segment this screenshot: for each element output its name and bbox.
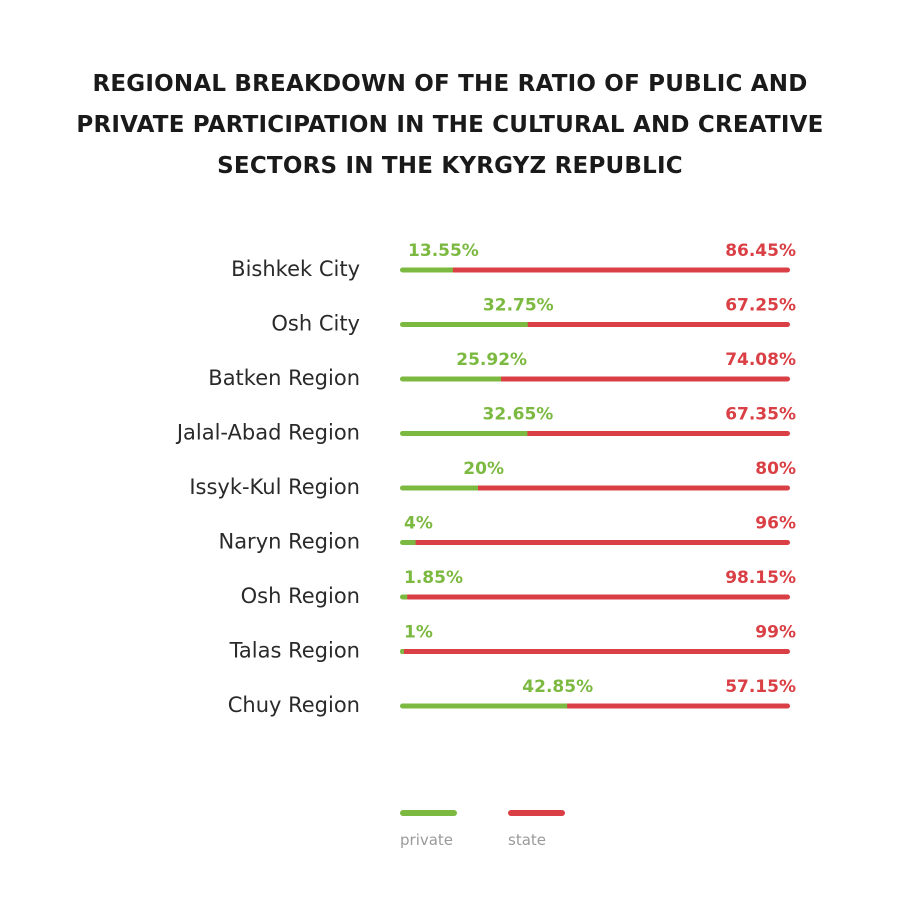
chart-row: Issyk-Kul Region 20% 80%	[189, 459, 796, 499]
data-label-state: 80%	[755, 459, 796, 479]
bar-segment-state	[565, 703, 790, 709]
data-label-private: 20%	[463, 459, 504, 479]
data-label-private: 4%	[404, 514, 433, 534]
category-label: Chuy Region	[228, 693, 360, 717]
legend-label-state: state	[508, 831, 546, 849]
category-label: Talas Region	[229, 639, 360, 663]
data-label-private: 13.55%	[408, 241, 479, 261]
chart-row: Bishkek City 13.55% 86.45%	[231, 241, 796, 281]
bar-segment-private-end	[404, 594, 408, 600]
bar-segment-state	[525, 322, 790, 327]
legend-label-private: private	[400, 831, 453, 849]
category-label: Batken Region	[208, 366, 360, 390]
chart-legend: private state	[400, 810, 565, 849]
chart-row: Osh Region 1.85% 98.15%	[241, 568, 796, 608]
chart-row: Naryn Region 4% 96%	[218, 514, 796, 554]
data-label-private: 32.75%	[483, 296, 554, 316]
bar-segment-private	[400, 703, 568, 709]
category-label: Jalal-Abad Region	[175, 421, 360, 445]
bar-segment-private	[400, 267, 453, 273]
data-label-state: 86.45%	[725, 241, 796, 261]
bar-segment-private-end	[400, 649, 404, 654]
bar-segment-state	[405, 594, 790, 600]
bar-segment-state	[476, 485, 790, 491]
bar-segment-state	[413, 540, 790, 545]
chart-row: Talas Region 1% 99%	[229, 623, 796, 663]
data-label-state: 57.15%	[725, 677, 796, 697]
category-label: Naryn Region	[218, 530, 360, 554]
data-label-state: 98.15%	[725, 568, 796, 588]
data-label-state: 74.08%	[725, 350, 796, 370]
bar-segment-state	[450, 267, 790, 273]
bar-segment-state	[499, 376, 790, 382]
legend-item-state: state	[508, 810, 565, 849]
chart-row: Jalal-Abad Region 32.65% 67.35%	[175, 405, 796, 445]
bar-segment-private-end	[449, 267, 453, 273]
data-label-state: 67.25%	[725, 296, 796, 316]
legend-swatch-private	[400, 810, 457, 816]
bar-segment-private	[400, 431, 528, 436]
bar-segment-private-end	[524, 322, 528, 327]
category-label: Osh City	[271, 312, 360, 336]
bar-segment-private-end	[412, 540, 416, 545]
data-label-private: 32.65%	[483, 405, 554, 425]
bar-segment-state	[401, 649, 790, 654]
chart-title: REGIONAL BREAKDOWN OF THE RATIO OF PUBLI…	[76, 71, 824, 179]
bar-segment-private-end	[524, 431, 528, 436]
data-label-state: 99%	[755, 623, 796, 643]
bar-segment-private-end	[475, 485, 478, 491]
bar-segment-private-end	[564, 703, 568, 709]
chart-row: Chuy Region 42.85% 57.15%	[228, 677, 796, 717]
bar-segment-private	[400, 376, 502, 382]
data-label-private: 42.85%	[522, 677, 593, 697]
data-label-private: 1%	[404, 623, 433, 643]
category-label: Issyk-Kul Region	[189, 475, 360, 499]
bar-segment-private-end	[498, 376, 502, 382]
category-label: Osh Region	[241, 584, 360, 608]
chart-row: Osh City 32.75% 67.25%	[271, 296, 796, 336]
data-label-state: 67.35%	[725, 405, 796, 425]
legend-item-private: private	[400, 810, 457, 849]
bar-segment-private	[400, 322, 528, 327]
bar-segment-private	[400, 540, 416, 545]
data-label-private: 1.85%	[404, 568, 463, 588]
chart-row: Batken Region 25.92% 74.08%	[208, 350, 796, 390]
bar-segment-private	[400, 485, 478, 491]
bar-segment-state	[525, 431, 790, 436]
data-label-state: 96%	[755, 514, 796, 534]
chart-rows: Bishkek City 13.55% 86.45% Osh City 32.75% 67…	[175, 241, 796, 717]
category-label: Bishkek City	[231, 257, 360, 281]
data-label-private: 25.92%	[456, 350, 527, 370]
legend-swatch-state	[508, 810, 565, 816]
